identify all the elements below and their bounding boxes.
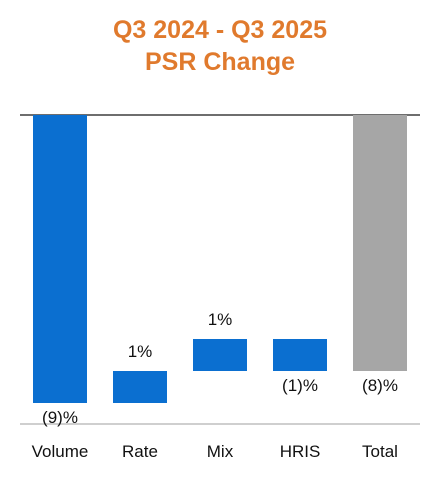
bar-total: [353, 115, 407, 371]
category-label-hris: HRIS: [280, 442, 321, 461]
value-label-volume: (9)%: [42, 408, 78, 427]
category-label-volume: Volume: [32, 442, 89, 461]
bar-hris: [273, 339, 327, 371]
chart-title-line2: PSR Change: [144, 48, 296, 76]
bar-volume: [33, 115, 87, 403]
category-label-total: Total: [362, 442, 398, 461]
chart-title-line1: Q3 2024 - Q3 2025: [112, 16, 328, 44]
value-label-rate: 1%: [128, 342, 153, 361]
category-label-rate: Rate: [122, 442, 158, 461]
value-label-total: (8)%: [362, 376, 398, 395]
category-label-mix: Mix: [207, 442, 234, 461]
bar-rate: [113, 371, 167, 403]
value-label-mix: 1%: [208, 310, 233, 329]
bar-mix: [193, 339, 247, 371]
value-label-hris: (1)%: [282, 376, 318, 395]
